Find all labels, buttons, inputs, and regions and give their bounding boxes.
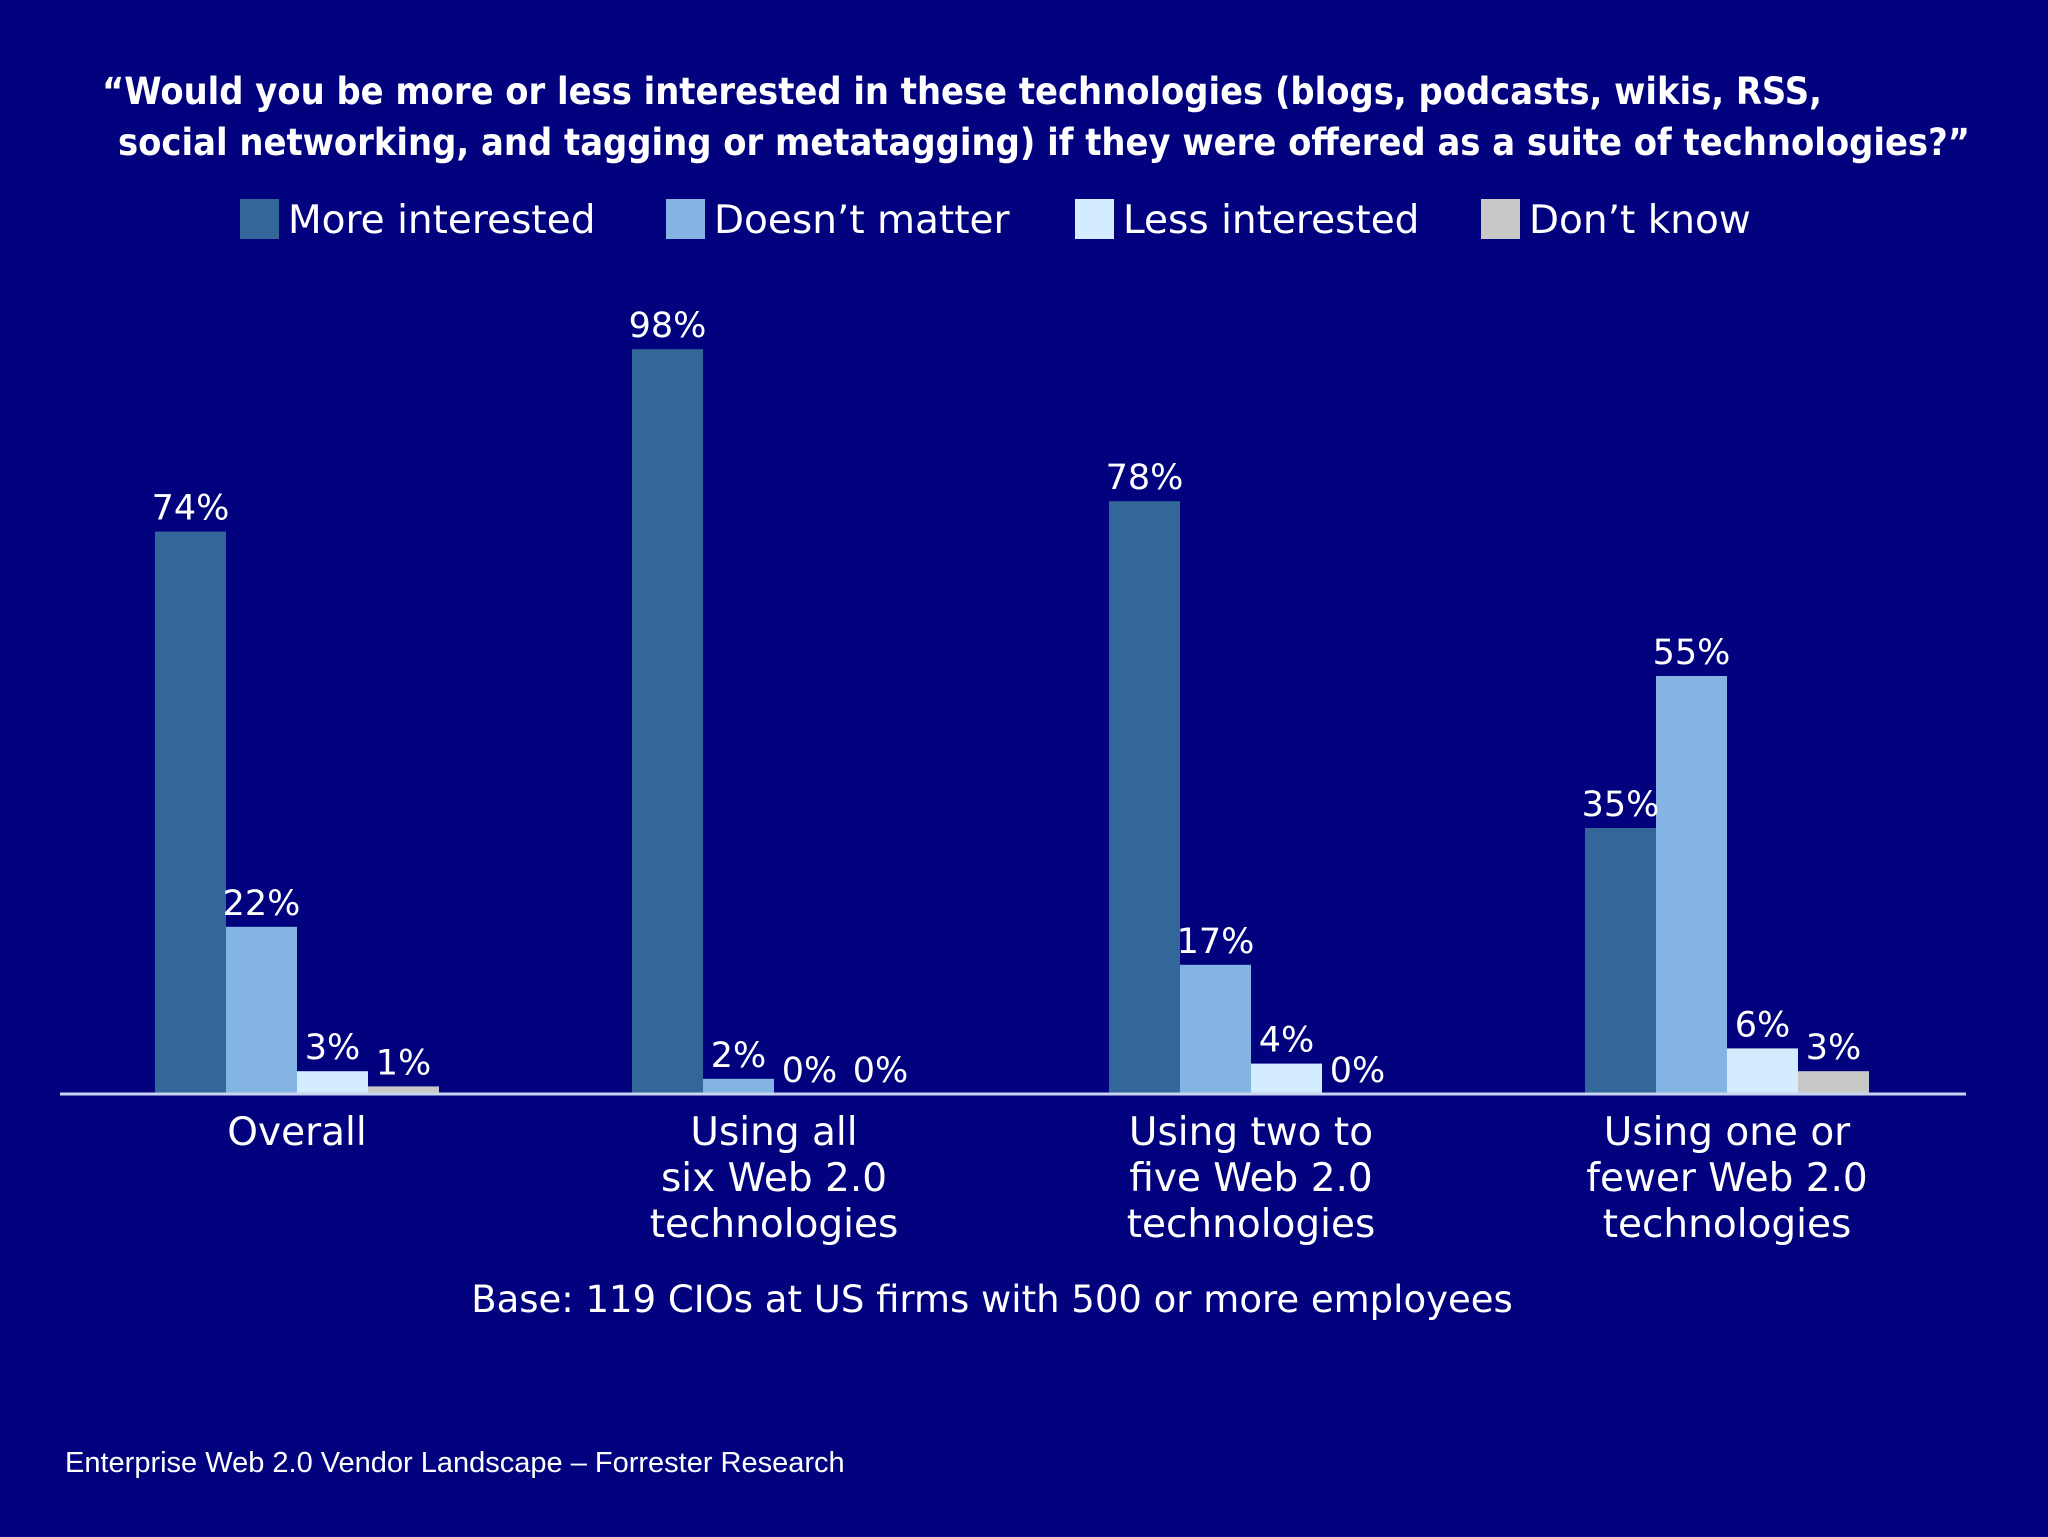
legend: More interested Doesn’t matter Less intere… [240, 198, 1751, 243]
value-label: 55% [1653, 633, 1731, 673]
value-label: 1% [376, 1043, 432, 1083]
value-label: 6% [1735, 1005, 1791, 1045]
category-label: five Web 2.0 [1129, 1156, 1372, 1201]
legend-item: Don’t know [1481, 198, 1751, 243]
bar [1727, 1048, 1798, 1094]
bar [1656, 676, 1727, 1094]
category-label: six Web 2.0 [661, 1156, 887, 1201]
legend-swatch [666, 199, 705, 239]
bar [1798, 1071, 1869, 1094]
legend-swatch [1075, 199, 1114, 239]
value-label: 0% [853, 1051, 909, 1091]
bar [226, 926, 297, 1094]
category-label: Using two to [1129, 1110, 1373, 1155]
bar [1109, 501, 1180, 1094]
legend-label: More interested [288, 198, 595, 243]
category-label: technologies [1127, 1202, 1376, 1247]
legend-label: Don’t know [1529, 198, 1751, 243]
value-label: 22% [223, 884, 301, 924]
legend-swatch [1481, 199, 1520, 239]
bars [155, 349, 1869, 1094]
category-label: Overall [227, 1110, 366, 1155]
bar [297, 1071, 368, 1094]
legend-label: Doesn’t matter [714, 198, 1010, 243]
legend-swatch [240, 199, 279, 239]
bar [1251, 1063, 1322, 1094]
value-label: 4% [1259, 1021, 1315, 1061]
value-labels: 74% 22% 3% 1% 98% 2% 0% 0% 78% 17% 4% 0% 35% 55% 6% 3% [152, 306, 1862, 1091]
chart-title: “Would you be more or less interested in… [102, 70, 1970, 164]
base-note: Base: 119 CIOs at US firms with 500 or m… [471, 1278, 1513, 1321]
source-note: Enterprise Web 2.0 Vendor Landscape – Fo… [65, 1447, 845, 1479]
legend-label: Less interested [1123, 198, 1419, 243]
bar [1585, 828, 1656, 1094]
value-label: 0% [782, 1051, 838, 1091]
bar [1180, 964, 1251, 1094]
value-label: 3% [1806, 1028, 1862, 1068]
bar [632, 349, 703, 1094]
value-label: 74% [152, 489, 230, 529]
bar [155, 531, 226, 1094]
category-label: Using all [690, 1110, 857, 1155]
legend-item: Less interested [1075, 198, 1419, 243]
value-label: 0% [1330, 1051, 1386, 1091]
value-label: 35% [1582, 785, 1660, 825]
category-label: Using one or [1604, 1110, 1851, 1155]
value-label: 98% [629, 306, 707, 346]
legend-item: Doesn’t matter [666, 198, 1010, 243]
bar [368, 1086, 439, 1094]
legend-item: More interested [240, 198, 595, 243]
chart-title-line: “Would you be more or less interested in… [102, 70, 1822, 113]
category-label: technologies [650, 1202, 899, 1247]
value-label: 2% [711, 1036, 767, 1076]
value-label: 78% [1106, 458, 1184, 498]
chart-title-line: social networking, and tagging or metata… [118, 121, 1970, 164]
bar [703, 1078, 774, 1094]
value-label: 17% [1177, 922, 1255, 962]
value-label: 3% [305, 1028, 361, 1068]
category-label: technologies [1603, 1202, 1852, 1247]
category-label: fewer Web 2.0 [1586, 1156, 1868, 1201]
